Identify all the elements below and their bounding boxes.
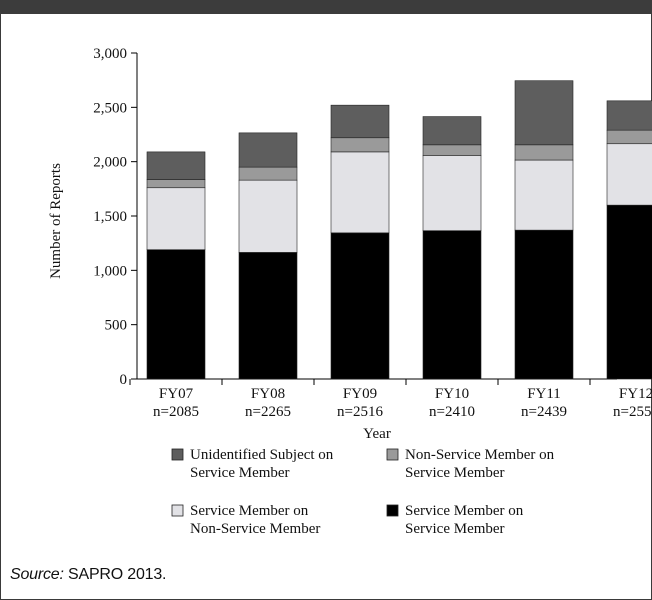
- bar-segment: [422, 116, 482, 146]
- y-tick-label: 3,000: [93, 46, 127, 62]
- bar-segment: [238, 132, 298, 168]
- bar-segment: [146, 151, 206, 180]
- y-tick-label: 2,500: [93, 100, 127, 116]
- legend-label: Service Member on: [190, 503, 309, 519]
- x-tick-label: FY12: [619, 386, 652, 402]
- bar-segment: [606, 143, 652, 206]
- bar-segment: [238, 252, 298, 380]
- bar-segment: [238, 166, 298, 181]
- bar-segment: [606, 129, 652, 145]
- source-label: Source:: [10, 566, 64, 583]
- y-tick-label: 0: [120, 372, 128, 388]
- legend-swatch: [171, 504, 184, 517]
- bar-segment: [238, 179, 298, 253]
- legend-swatch: [386, 504, 399, 517]
- bar-segment: [422, 155, 482, 231]
- legend-label: Service Member: [190, 465, 290, 481]
- y-tick-label: 2,000: [93, 155, 127, 171]
- x-tick-sublabel: n=2085: [153, 404, 199, 420]
- axes: 0 500 1,000 1,500 2,000 2,500 3,000 Number of R…: [48, 46, 652, 442]
- x-tick-label: FY11: [527, 386, 561, 402]
- legend-label: Service Member: [405, 521, 505, 537]
- bar-segment: [606, 204, 652, 380]
- x-tick-label: FY10: [435, 386, 469, 402]
- x-tick-sublabel: n=2410: [429, 404, 475, 420]
- y-tick-label: 1,500: [93, 209, 127, 225]
- bar-segment: [514, 159, 574, 231]
- bar-segment: [146, 249, 206, 380]
- x-tick-label: FY09: [343, 386, 377, 402]
- legend: Unidentified Subject on Service Member Non…: [171, 447, 555, 537]
- header-bar: [0, 0, 652, 14]
- stacked-bar-chart: 0 500 1,000 1,500 2,000 2,500 3,000 Number of R…: [48, 46, 652, 537]
- x-tick-sublabel: n=2439: [521, 404, 567, 420]
- y-axis-title: Number of Reports: [48, 163, 64, 279]
- x-tick-label: FY07: [159, 386, 194, 402]
- bars: [146, 80, 652, 380]
- legend-swatch: [386, 448, 399, 461]
- bar-segment: [422, 230, 482, 380]
- bar-segment: [330, 232, 390, 380]
- bar-segment: [146, 179, 206, 189]
- legend-swatch: [171, 448, 184, 461]
- y-tick-label: 1,000: [93, 263, 127, 279]
- bar-segment: [146, 187, 206, 250]
- y-tick-label: 500: [105, 318, 128, 334]
- bar-segment: [422, 144, 482, 156]
- x-tick-sublabel: n=2265: [245, 404, 291, 420]
- bar-segment: [330, 151, 390, 234]
- x-tick-sublabel: n=2558: [613, 404, 652, 420]
- source-text: SAPRO 2013.: [68, 566, 167, 583]
- bar-segment: [330, 104, 390, 139]
- legend-label: Service Member: [405, 465, 505, 481]
- source-note: Source: SAPRO 2013.: [10, 566, 167, 584]
- legend-label: Non-Service Member on: [405, 447, 555, 463]
- bar-segment: [514, 229, 574, 380]
- legend-label: Unidentified Subject on: [190, 447, 334, 463]
- legend-label: Non-Service Member: [190, 521, 320, 537]
- bar-segment: [606, 100, 652, 131]
- x-tick-sublabel: n=2516: [337, 404, 383, 420]
- bar-segment: [330, 137, 390, 153]
- x-axis-title: Year: [363, 426, 391, 442]
- x-tick-label: FY08: [251, 386, 285, 402]
- legend-label: Service Member on: [405, 503, 524, 519]
- bar-segment: [514, 80, 574, 146]
- bar-segment: [514, 144, 574, 161]
